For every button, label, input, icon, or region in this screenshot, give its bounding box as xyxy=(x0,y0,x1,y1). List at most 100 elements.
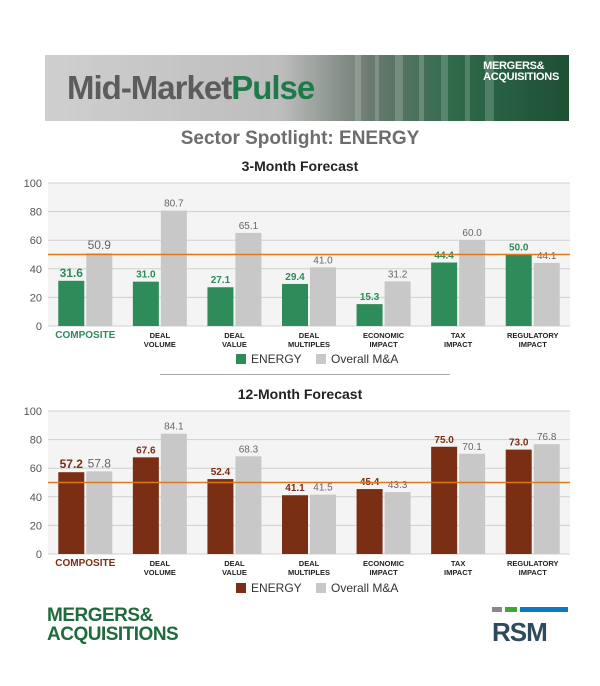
data-label: 31.2 xyxy=(388,269,408,280)
divider xyxy=(160,374,450,375)
bar-overall xyxy=(235,456,262,554)
category-label: MULTIPLES xyxy=(288,340,330,349)
footer-logo-line2: ACQUISITIONS xyxy=(47,624,179,645)
footer-logo: MERGERS& ACQUISITIONS xyxy=(47,605,179,645)
bar-energy xyxy=(505,254,532,326)
bar-energy xyxy=(58,280,85,326)
bar-energy xyxy=(356,304,383,326)
category-label: DEAL xyxy=(299,331,320,340)
legend-label-energy: ENERGY xyxy=(251,352,302,366)
category-label: ECONOMIC xyxy=(363,559,405,568)
category-label: MULTIPLES xyxy=(288,568,330,577)
bar-overall xyxy=(384,281,411,326)
y-tick-label: 40 xyxy=(30,264,42,276)
bar-energy xyxy=(282,495,308,554)
category-label: IMPACT xyxy=(369,340,398,349)
rsm-logo: RSM xyxy=(492,607,568,648)
bar-overall xyxy=(235,232,262,326)
y-tick-label: 20 xyxy=(30,292,42,304)
data-label: 27.1 xyxy=(211,275,231,286)
banner-logo: MERGERS& ACQUISITIONS xyxy=(483,61,559,83)
bar-energy xyxy=(282,283,308,326)
data-label: 15.3 xyxy=(360,292,380,303)
data-label: 43.3 xyxy=(388,480,408,491)
y-tick-label: 80 xyxy=(30,207,42,219)
data-label: 70.1 xyxy=(462,442,482,453)
category-label: IMPACT xyxy=(369,568,398,577)
data-label: 31.6 xyxy=(60,266,84,280)
bar-overall xyxy=(459,453,486,554)
rsm-bar-green xyxy=(505,607,517,612)
data-label: 65.1 xyxy=(239,221,259,232)
bar-overall xyxy=(533,444,560,554)
banner: Mid-MarketPulse MERGERS& ACQUISITIONS xyxy=(45,55,569,121)
legend-label-overall: Overall M&A xyxy=(331,352,398,366)
banner-title-part2: Pulse xyxy=(231,69,315,106)
data-label: 44.4 xyxy=(434,251,454,262)
data-label: 73.0 xyxy=(509,438,529,449)
bar-overall xyxy=(86,253,113,326)
bar-energy xyxy=(505,449,532,554)
category-label: COMPOSITE xyxy=(55,558,115,569)
category-label: IMPACT xyxy=(519,568,548,577)
bar-overall xyxy=(533,262,560,326)
bar-overall xyxy=(310,267,336,326)
category-label: DEAL xyxy=(299,559,320,568)
bar-overall xyxy=(86,471,113,554)
data-label: 44.1 xyxy=(537,251,557,262)
category-label: DEAL xyxy=(150,331,171,340)
rsm-bar-gray xyxy=(492,607,502,612)
category-label: REGULATORY xyxy=(507,559,559,568)
data-label: 31.0 xyxy=(136,270,156,281)
data-label: 75.0 xyxy=(434,435,454,446)
legend-label-energy: ENERGY xyxy=(251,581,302,595)
footer-logo-line1: MERGERS& xyxy=(47,605,153,626)
category-label: IMPACT xyxy=(444,340,473,349)
bar-overall xyxy=(160,433,187,554)
rsm-color-bars xyxy=(492,607,568,612)
category-label: VOLUME xyxy=(144,568,176,577)
category-label: DEAL xyxy=(150,559,171,568)
bar-energy xyxy=(58,472,85,554)
bar-overall xyxy=(310,494,336,554)
data-label: 29.4 xyxy=(285,272,305,283)
category-label: TAX xyxy=(451,559,465,568)
chart-title-3-month: 3-Month Forecast xyxy=(241,158,359,174)
data-label: 50.0 xyxy=(509,243,529,254)
category-label: DEAL xyxy=(224,559,245,568)
category-label: TAX xyxy=(451,331,465,340)
data-label: 80.7 xyxy=(164,199,184,210)
banner-title: Mid-MarketPulse xyxy=(67,69,315,107)
bar-energy xyxy=(356,489,383,554)
y-tick-label: 20 xyxy=(30,520,42,532)
data-label: 57.2 xyxy=(60,457,84,471)
chart-title-12-month: 12-Month Forecast xyxy=(237,386,363,402)
data-label: 67.6 xyxy=(136,445,156,456)
data-label: 60.0 xyxy=(462,228,482,239)
legend-label-overall: Overall M&A xyxy=(331,581,398,595)
y-tick-label: 60 xyxy=(30,463,42,475)
category-label: ECONOMIC xyxy=(363,331,405,340)
data-label: 76.8 xyxy=(537,432,557,443)
rsm-text: RSM xyxy=(492,617,548,647)
legend-swatch-overall xyxy=(316,583,326,593)
data-label: 50.9 xyxy=(88,238,112,252)
bar-energy xyxy=(431,262,458,326)
y-tick-label: 100 xyxy=(24,178,42,190)
rsm-bar-blue xyxy=(520,607,568,612)
y-tick-label: 80 xyxy=(30,435,42,447)
category-label: VALUE xyxy=(222,340,247,349)
bar-energy xyxy=(431,446,458,554)
category-label: VOLUME xyxy=(144,340,176,349)
banner-title-part1: Mid-Market xyxy=(67,69,232,106)
bar-energy xyxy=(207,479,234,554)
y-tick-label: 60 xyxy=(30,235,42,247)
category-label: DEAL xyxy=(224,331,245,340)
legend-swatch-energy xyxy=(236,354,246,364)
category-label: VALUE xyxy=(222,568,247,577)
y-tick-label: 100 xyxy=(24,406,42,418)
legend-swatch-energy xyxy=(236,583,246,593)
banner-logo-line2: ACQUISITIONS xyxy=(483,71,559,83)
y-tick-label: 40 xyxy=(30,492,42,504)
